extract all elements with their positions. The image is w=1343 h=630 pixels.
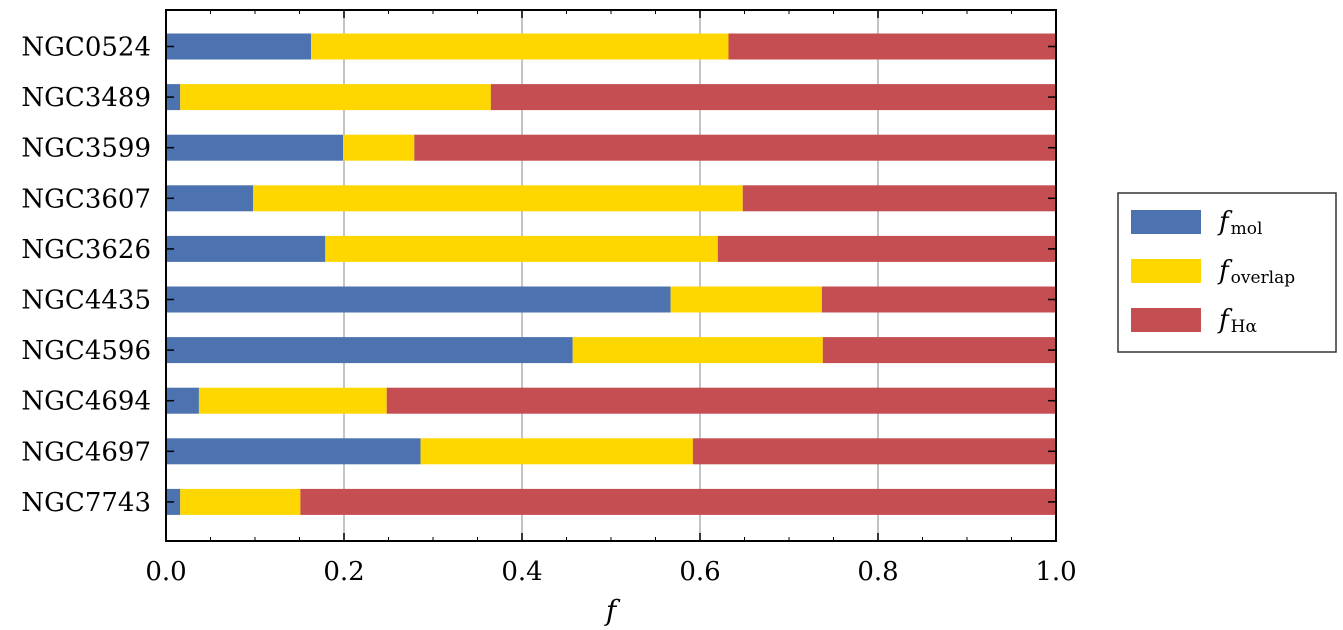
bar-NGC7743-series-1 xyxy=(180,488,301,515)
x-tick-label: 0.0 xyxy=(145,557,186,587)
bars xyxy=(166,33,1057,515)
bar-NGC0524-series-2 xyxy=(728,33,1056,60)
bar-NGC3599-series-1 xyxy=(343,134,415,161)
bar-NGC4596-series-1 xyxy=(572,337,823,364)
y-tick-label: NGC4435 xyxy=(21,286,151,316)
bar-NGC4435-series-0 xyxy=(166,286,671,313)
x-tick-labels: 0.0 0.2 0.4 0.6 0.8 1.0 xyxy=(145,557,1076,587)
bar-NGC4697-series-1 xyxy=(420,438,693,465)
bar-NGC4596-series-0 xyxy=(166,337,573,364)
bar-NGC3607-series-0 xyxy=(166,185,254,212)
bar-NGC3626-series-0 xyxy=(166,235,326,262)
x-tick-label: 1.0 xyxy=(1035,557,1076,587)
bar-NGC4697-series-0 xyxy=(166,438,421,465)
bar-NGC3607-series-2 xyxy=(742,185,1056,212)
axis-ticks xyxy=(165,10,1057,541)
bar-NGC4596-series-2 xyxy=(822,337,1056,364)
y-tick-label: NGC3626 xyxy=(21,235,151,265)
legend-swatch-0 xyxy=(1131,210,1201,234)
x-tick-label: 0.2 xyxy=(323,557,364,587)
bar-NGC4435-series-2 xyxy=(821,286,1056,313)
y-tick-label: NGC4697 xyxy=(21,437,151,467)
bar-NGC3626-series-2 xyxy=(717,235,1056,262)
bar-NGC3489-series-1 xyxy=(180,84,491,111)
y-tick-label: NGC4596 xyxy=(21,336,151,366)
bar-NGC3607-series-1 xyxy=(253,185,743,212)
bar-NGC4697-series-2 xyxy=(692,438,1056,465)
x-axis-label: f xyxy=(604,594,621,627)
bar-NGC0524-series-1 xyxy=(311,33,729,60)
bar-NGC3599-series-2 xyxy=(414,134,1056,161)
x-tick-label: 0.6 xyxy=(679,557,720,587)
x-tick-label: 0.8 xyxy=(857,557,898,587)
legend-swatch-2 xyxy=(1131,308,1201,332)
bar-NGC3626-series-1 xyxy=(325,235,718,262)
y-tick-label: NGC0524 xyxy=(21,33,151,63)
bar-NGC0524-series-0 xyxy=(166,33,312,60)
bar-NGC4694-series-2 xyxy=(386,387,1057,414)
y-tick-label: NGC3599 xyxy=(21,134,151,164)
bar-NGC3599-series-0 xyxy=(166,134,344,161)
legend-swatch-1 xyxy=(1131,259,1201,283)
y-tick-label: NGC3607 xyxy=(21,184,151,214)
y-tick-label: NGC7743 xyxy=(21,488,151,518)
y-tick-label: NGC3489 xyxy=(21,83,151,113)
bar-NGC7743-series-2 xyxy=(300,488,1056,515)
bar-NGC4435-series-1 xyxy=(670,286,822,313)
x-tick-label: 0.4 xyxy=(501,557,542,587)
y-tick-labels: NGC0524 NGC3489 NGC3599 NGC3607 NGC3626 NGC44… xyxy=(21,33,151,518)
y-tick-label: NGC4694 xyxy=(21,387,151,417)
bar-NGC3489-series-2 xyxy=(490,84,1057,111)
bar-NGC4694-series-1 xyxy=(198,387,387,414)
